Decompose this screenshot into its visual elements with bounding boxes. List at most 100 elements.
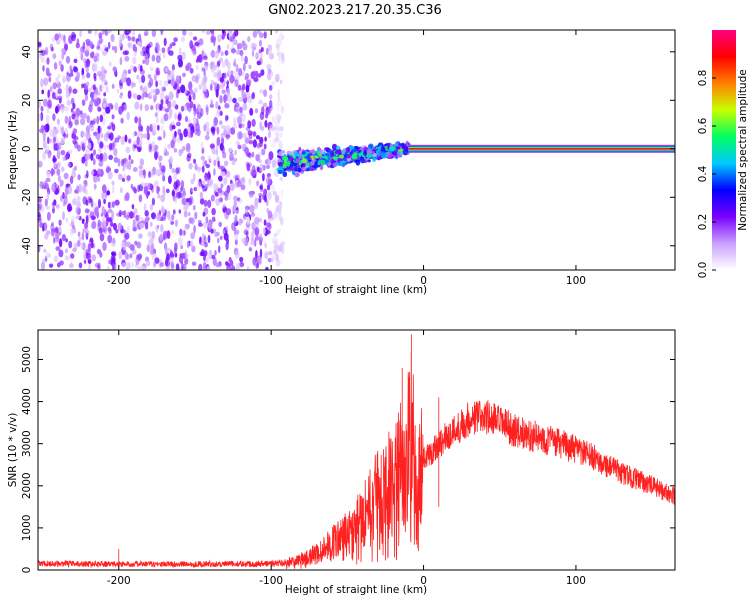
noise-cell bbox=[105, 106, 111, 114]
noise-cell bbox=[119, 187, 123, 194]
noise-cell bbox=[224, 196, 229, 201]
noise-cell bbox=[229, 36, 235, 42]
noise-cell bbox=[187, 212, 191, 217]
transition-cell bbox=[298, 152, 303, 156]
noise-cell bbox=[245, 207, 249, 215]
noise-cell bbox=[51, 92, 56, 100]
noise-cell bbox=[58, 219, 62, 226]
noise-cell bbox=[127, 211, 130, 218]
noise-cell bbox=[233, 61, 236, 67]
noise-cell bbox=[243, 62, 246, 72]
noise-cell bbox=[210, 51, 215, 57]
noise-cell bbox=[94, 262, 100, 268]
noise-cell bbox=[173, 148, 178, 153]
noise-cell bbox=[136, 94, 142, 100]
noise-cell bbox=[275, 73, 280, 83]
noise-cell bbox=[129, 244, 135, 251]
noise-cell bbox=[259, 39, 262, 47]
transition-cell bbox=[361, 157, 365, 164]
noise-cell bbox=[178, 149, 183, 157]
noise-cell bbox=[241, 83, 246, 91]
noise-cell bbox=[271, 80, 276, 87]
noise-cell bbox=[67, 203, 72, 213]
noise-cell bbox=[70, 253, 75, 259]
noise-cell bbox=[216, 126, 220, 135]
noise-cell bbox=[160, 98, 164, 106]
noise-cell bbox=[65, 55, 71, 64]
noise-cell bbox=[207, 234, 211, 244]
noise-cell bbox=[236, 115, 242, 125]
noise-cell bbox=[76, 200, 81, 209]
noise-cell bbox=[233, 199, 237, 208]
noise-cell bbox=[168, 91, 174, 101]
noise-cell bbox=[127, 90, 132, 99]
noise-cell bbox=[72, 167, 76, 173]
noise-cell bbox=[180, 36, 185, 42]
noise-cell bbox=[86, 115, 90, 123]
noise-cell bbox=[167, 100, 172, 110]
noise-cell bbox=[254, 256, 258, 262]
noise-cell bbox=[239, 261, 245, 268]
noise-cell bbox=[177, 236, 183, 246]
noise-cell bbox=[213, 72, 219, 78]
noise-cell bbox=[183, 210, 188, 218]
noise-cell bbox=[264, 251, 269, 260]
noise-cell bbox=[251, 151, 255, 158]
noise-cell bbox=[132, 56, 137, 65]
noise-cell bbox=[219, 110, 223, 116]
noise-cell bbox=[108, 259, 113, 265]
noise-cell bbox=[86, 170, 89, 179]
noise-cell bbox=[194, 163, 198, 171]
noise-cell bbox=[203, 207, 209, 216]
noise-cell bbox=[171, 125, 176, 130]
noise-cell bbox=[148, 143, 152, 153]
noise-cell bbox=[58, 60, 62, 67]
noise-cell bbox=[188, 31, 193, 36]
noise-cell bbox=[60, 150, 66, 156]
noise-cell bbox=[185, 102, 191, 107]
noise-cell bbox=[267, 251, 273, 256]
transition-cell bbox=[346, 154, 351, 159]
noise-cell bbox=[66, 162, 71, 167]
noise-cell bbox=[191, 261, 197, 266]
noise-cell bbox=[229, 260, 234, 267]
noise-cell bbox=[143, 32, 149, 36]
noise-cell bbox=[132, 93, 138, 99]
noise-cell bbox=[167, 69, 171, 76]
noise-cell bbox=[183, 128, 189, 138]
noise-cell bbox=[243, 215, 247, 221]
noise-cell bbox=[136, 136, 141, 146]
noise-cell bbox=[65, 238, 68, 243]
noise-cell bbox=[125, 267, 129, 270]
noise-cell bbox=[100, 227, 106, 233]
noise-cell bbox=[277, 88, 281, 96]
noise-cell bbox=[171, 41, 176, 47]
noise-cell bbox=[102, 220, 106, 229]
noise-cell bbox=[56, 150, 61, 160]
noise-cell bbox=[275, 43, 280, 48]
noise-cell bbox=[198, 38, 204, 46]
noise-cell bbox=[219, 143, 224, 151]
noise-cell bbox=[272, 237, 275, 245]
noise-cell bbox=[126, 175, 131, 181]
noise-cell bbox=[233, 195, 238, 201]
noise-cell bbox=[90, 152, 94, 161]
noise-cell bbox=[120, 117, 124, 124]
noise-cell bbox=[75, 185, 80, 195]
noise-cell bbox=[127, 69, 132, 75]
noise-cell bbox=[276, 204, 280, 213]
noise-cell bbox=[111, 201, 115, 208]
noise-cell bbox=[162, 234, 166, 241]
noise-cell bbox=[206, 266, 211, 270]
noise-cell bbox=[214, 191, 219, 197]
transition-cell bbox=[331, 143, 338, 151]
noise-cell bbox=[210, 35, 214, 44]
noise-cell bbox=[207, 199, 212, 208]
noise-cell bbox=[38, 160, 43, 168]
noise-cell bbox=[202, 85, 207, 92]
noise-cell bbox=[202, 187, 206, 192]
noise-cell bbox=[163, 130, 166, 139]
noise-cell bbox=[223, 160, 229, 167]
noise-cell bbox=[112, 46, 115, 51]
noise-cell bbox=[238, 218, 242, 226]
